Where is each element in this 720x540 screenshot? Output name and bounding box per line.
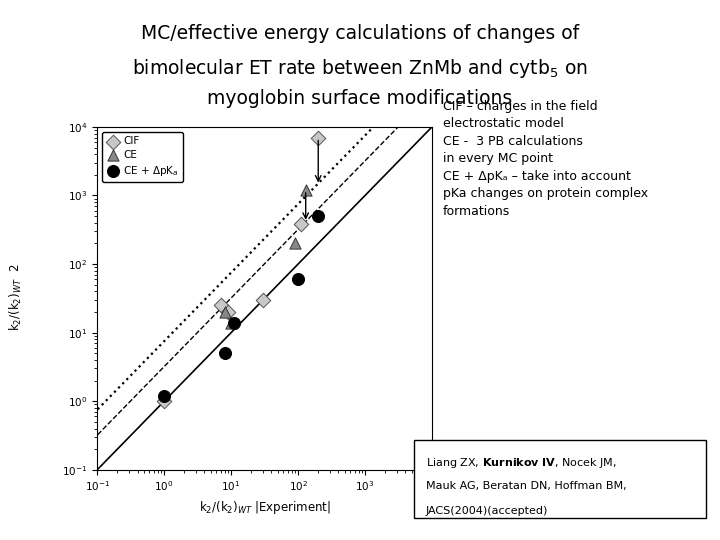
CE (81, 478, 93, 487)
CE (289, 239, 301, 248)
CE (225, 318, 237, 327)
CIF (158, 397, 170, 406)
X-axis label: k$_2$/(k$_2$)$_{WT}$ |Experiment|: k$_2$/(k$_2$)$_{WT}$ |Experiment| (199, 499, 330, 516)
CE + $\Delta$pK$_a$ (228, 318, 240, 327)
CE + $\Delta$pK$_a$ (312, 212, 324, 220)
CIF (295, 220, 307, 228)
CE + $\Delta$pK$_a$ (81, 474, 93, 483)
CIF (222, 308, 234, 316)
Text: Mauk AG, Beratan DN, Hoffman BM,: Mauk AG, Beratan DN, Hoffman BM, (426, 481, 626, 491)
Text: myoglobin surface modifications: myoglobin surface modifications (207, 89, 513, 108)
CIF (81, 478, 93, 487)
CE + $\Delta$pK$_a$ (219, 349, 230, 357)
CE (219, 308, 230, 316)
CE (300, 186, 312, 194)
CIF (312, 133, 324, 142)
CIF (257, 295, 269, 304)
CE + $\Delta$pK$_a$ (292, 275, 304, 284)
CE + $\Delta$pK$_a$ (158, 392, 170, 400)
Text: Liang ZX, $\bf{Kurnikov\ IV}$, Nocek JM,: Liang ZX, $\bf{Kurnikov\ IV}$, Nocek JM, (426, 456, 616, 470)
Text: CIF – charges in the field
electrostatic model
CE -  3 PB calculations
in every : CIF – charges in the field electrostatic… (443, 100, 648, 218)
CIF (215, 301, 227, 309)
Text: k$_2$/(k$_2$)$_{WT}$  2: k$_2$/(k$_2$)$_{WT}$ 2 (8, 263, 24, 331)
Legend: CIF, CE, CE + $\Delta$pK$_a$: CIF, CE, CE + $\Delta$pK$_a$ (102, 132, 183, 182)
Text: MC/effective energy calculations of changes of: MC/effective energy calculations of chan… (141, 24, 579, 43)
Text: JACS(2004)(accepted): JACS(2004)(accepted) (426, 506, 548, 516)
Text: bimolecular ET rate between ZnMb and cytb$_5$ on: bimolecular ET rate between ZnMb and cyt… (132, 57, 588, 80)
